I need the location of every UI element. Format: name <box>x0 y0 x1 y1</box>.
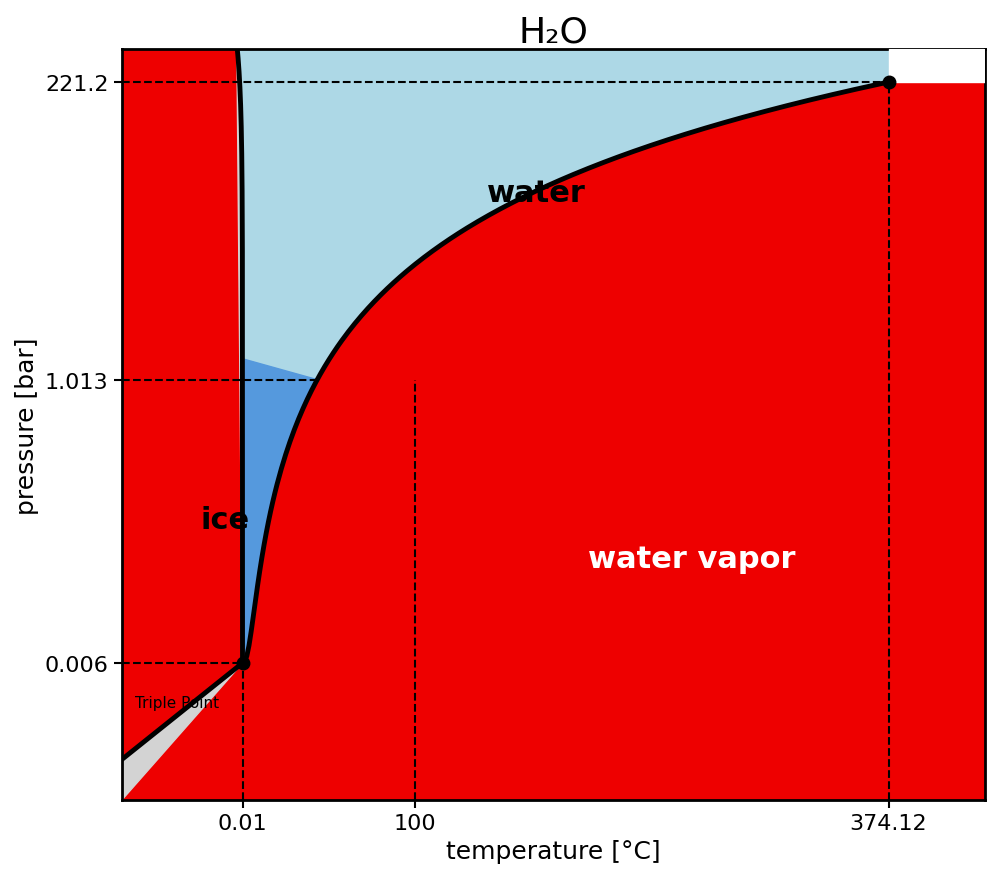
Polygon shape <box>242 359 318 663</box>
Polygon shape <box>237 45 889 663</box>
Polygon shape <box>122 45 243 801</box>
Text: water vapor: water vapor <box>588 544 795 573</box>
X-axis label: temperature [°C]: temperature [°C] <box>446 839 661 863</box>
Y-axis label: pressure [bar]: pressure [bar] <box>15 336 39 514</box>
Polygon shape <box>889 50 985 83</box>
Polygon shape <box>122 50 985 801</box>
Text: ice: ice <box>201 506 250 535</box>
Text: Triple Point: Triple Point <box>135 695 220 710</box>
Title: H₂O: H₂O <box>518 15 588 49</box>
Text: water: water <box>487 179 585 208</box>
